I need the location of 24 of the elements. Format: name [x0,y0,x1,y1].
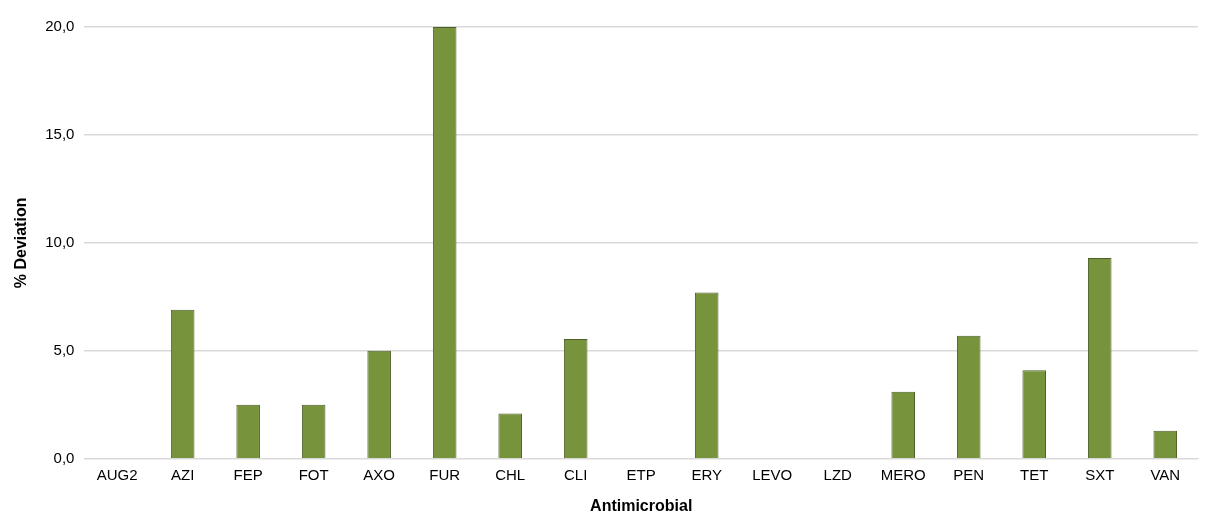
x-tick-label: SXT [1085,465,1115,483]
y-tick-label: 0,0 [53,448,75,466]
x-tick-label: AZI [170,465,195,483]
y-tick-label: 15,0 [45,125,75,143]
x-tick-label: LZD [823,465,853,483]
x-tick-label: FEP [233,465,263,483]
x-tick-label: CLI [564,465,588,483]
x-tick-label: CHL [495,465,526,483]
y-axis-title: % Deviation [12,197,30,289]
x-tick-label: LEVO [752,465,793,483]
x-tick-label: ETP [626,465,656,483]
y-tick-label: 10,0 [45,233,75,251]
x-tick-label: MERO [880,465,926,483]
x-tick-label: TET [1020,465,1049,483]
x-tick-label: FOT [298,465,329,483]
x-tick-label: AUG2 [96,465,138,483]
x-axis-title: Antimicrobial [590,496,693,514]
x-tick-label: AXO [363,465,396,483]
x-tick-label: ERY [691,465,722,483]
x-tick-label: VAN [1150,465,1181,483]
y-tick-label: 5,0 [53,340,75,358]
x-tick-label: FUR [429,465,461,483]
x-tick-label: PEN [953,465,985,483]
y-tick-label: 20,0 [45,17,75,35]
